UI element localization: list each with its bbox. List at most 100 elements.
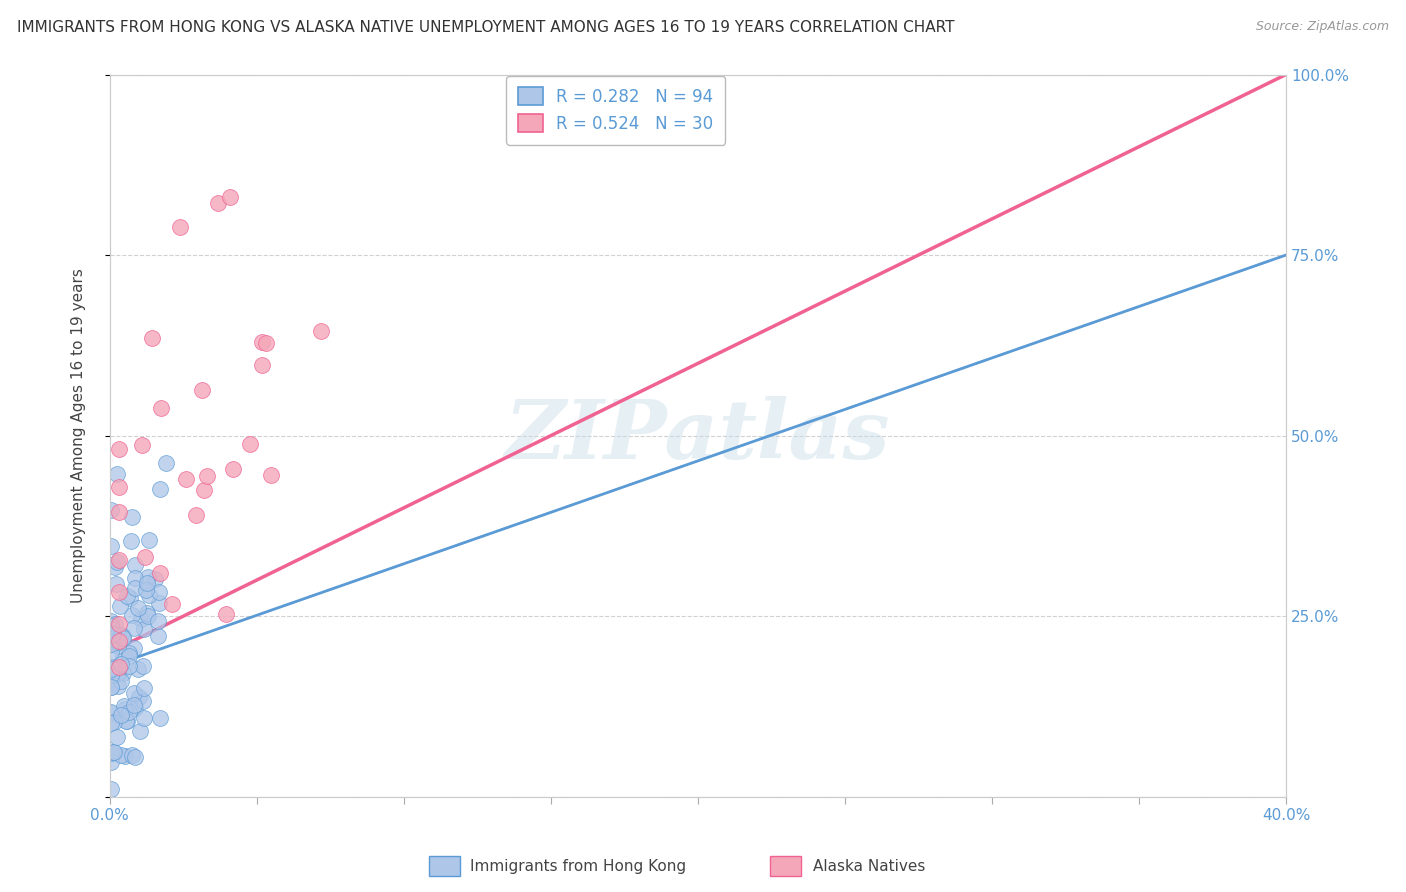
Point [100,705,122,719]
Point [136,609,159,624]
Point [114,702,136,716]
Point [146,629,169,643]
Point [148,585,170,599]
Point [100,503,122,517]
Point [111,629,134,643]
Point [115,714,138,728]
Point [114,749,136,764]
Point [105,555,128,569]
Legend: R = 0.282   N = 94, R = 0.524   N = 30: R = 0.282 N = 94, R = 0.524 N = 30 [506,76,725,145]
Text: ZIPatlas: ZIPatlas [505,395,890,475]
Point [127,662,149,676]
Point [134,681,156,695]
Point [107,553,129,567]
Point [250,358,273,372]
Point [136,576,159,591]
Point [149,401,172,415]
Point [309,324,332,338]
Point [121,608,143,623]
Point [100,681,122,695]
Point [121,509,143,524]
Point [122,621,145,635]
Point [122,698,145,712]
Point [104,616,127,631]
Point [135,583,157,598]
Point [155,456,177,470]
Point [110,707,132,722]
Point [100,706,122,720]
Point [110,748,132,763]
Point [112,698,135,713]
Point [169,220,191,235]
Point [100,539,122,553]
Point [103,745,125,759]
Point [101,626,124,640]
Point [110,627,132,641]
Point [100,614,122,628]
Point [129,724,152,739]
Point [222,461,245,475]
Point [107,442,129,456]
Point [193,483,215,498]
Point [239,437,262,451]
Point [149,711,172,725]
Point [122,640,145,655]
Point [115,714,138,729]
Point [160,597,183,611]
Point [132,658,155,673]
Point [254,336,277,351]
Point [100,746,122,760]
Point [124,700,146,714]
Point [100,672,122,686]
Point [174,472,197,486]
Text: Source: ZipAtlas.com: Source: ZipAtlas.com [1256,20,1389,33]
Point [207,196,229,211]
Point [134,550,156,565]
Point [149,482,172,496]
Point [108,599,131,613]
Point [100,659,122,673]
Point [124,685,146,699]
Point [100,715,122,730]
Point [134,711,156,725]
Point [103,715,125,730]
Point [124,581,146,595]
Y-axis label: Unemployment Among Ages 16 to 19 years: Unemployment Among Ages 16 to 19 years [72,268,86,603]
Point [100,663,122,677]
Point [138,533,160,548]
Point [105,577,128,591]
Point [111,631,134,645]
Point [118,648,141,663]
Point [100,619,122,633]
Point [121,748,143,763]
Point [118,591,141,605]
Text: IMMIGRANTS FROM HONG KONG VS ALASKA NATIVE UNEMPLOYMENT AMONG AGES 16 TO 19 YEAR: IMMIGRANTS FROM HONG KONG VS ALASKA NATI… [17,20,955,35]
Point [118,658,141,673]
Point [124,558,146,572]
Point [101,745,124,759]
Point [100,645,122,659]
Point [107,505,129,519]
Point [134,622,156,636]
Point [107,659,129,673]
Point [260,468,283,483]
Point [129,611,152,625]
Point [141,331,163,345]
Point [104,662,127,676]
Point [118,705,141,719]
Text: Immigrants from Hong Kong: Immigrants from Hong Kong [470,859,686,873]
Point [107,633,129,648]
Point [115,589,138,603]
Point [100,662,122,676]
Point [105,467,128,481]
Point [111,666,134,681]
Point [128,690,150,704]
Point [184,508,207,522]
Point [107,626,129,640]
Point [100,782,122,797]
Point [107,639,129,653]
Point [135,606,157,620]
Point [148,566,170,581]
Point [105,730,128,744]
Point [127,601,149,615]
